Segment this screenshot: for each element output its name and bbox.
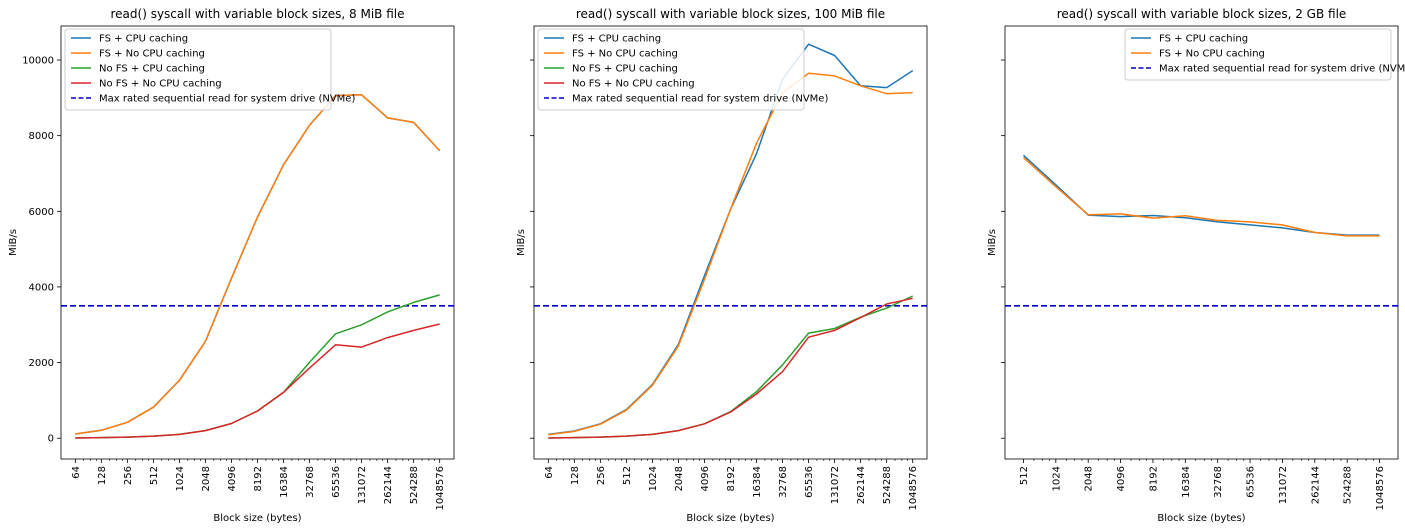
x-axis-label: Block size (bytes) [686,513,774,524]
y-tick-label: 8000 [29,131,54,142]
chart-title: read() syscall with variable block sizes… [111,7,405,21]
y-tick-label: 10000 [22,56,54,67]
y-axis-label: MiB/s [8,229,19,256]
legend-label: Max rated sequential read for system dri… [99,94,355,105]
series-line-1 [1022,154,1380,236]
legend-label: FS + CPU caching [99,34,188,45]
y-tick-label: 2000 [29,358,54,369]
x-tick-label: 256 [123,466,134,485]
legend-box [64,28,332,111]
x-tick-label: 131072 [830,466,841,504]
x-tick-label: 32768 [305,466,316,498]
legend-box [1124,28,1392,81]
x-tick-label: 32768 [1213,466,1224,498]
x-tick-label: 65536 [1246,466,1257,498]
x-tick-label: 8192 [726,466,737,491]
legend-label: No FS + No CPU caching [99,79,222,90]
x-tick-label: 65536 [331,466,342,498]
x-tick-label: 8192 [253,466,264,491]
x-tick-label: 65536 [804,466,815,498]
x-tick-label: 524288 [409,466,420,504]
legend: FS + CPU caching FS + No CPU caching No FS… [64,28,355,111]
legend-box [537,28,805,111]
x-tick-label: 64 [71,466,82,479]
legend-label: Max rated sequential read for system dri… [1159,64,1405,75]
chart-title: read() syscall with variable block sizes… [576,7,885,21]
x-tick-label: 4096 [227,466,238,491]
plot-frame [1004,25,1399,460]
series-line-3 [75,294,440,439]
x-tick-label: 4096 [700,466,711,491]
chart-title: read() syscall with variable block sizes… [1057,7,1347,21]
legend-label: FS + No CPU caching [99,49,205,60]
x-tick-label: 128 [570,466,581,485]
x-tick-label: 512 [149,466,160,485]
x-tick-label: 1048576 [908,466,919,511]
legend-label: No FS + CPU caching [572,64,678,75]
legend-label: Max rated sequential read for system dri… [572,94,828,105]
series-line-3 [548,295,914,439]
x-tick-label: 2048 [674,466,685,491]
x-tick-label: 524288 [882,466,893,504]
x-tick-label: 8192 [1148,466,1159,491]
legend: FS + CPU caching FS + No CPU caching No FS… [537,28,828,111]
series-line-4 [75,323,440,439]
x-tick-label: 2048 [201,466,212,491]
chart-panel-2: read() syscall with variable block sizes… [516,7,928,524]
legend-label: FS + No CPU caching [572,49,678,60]
x-tick-label: 32768 [778,466,789,498]
x-tick-label: 128 [97,466,108,485]
x-axis-label: Block size (bytes) [1157,513,1245,524]
x-tick-label: 1048576 [1375,466,1386,511]
y-axis-label: MiB/s [987,229,998,256]
x-tick-label: 262144 [856,466,867,504]
x-tick-label: 16384 [752,466,763,498]
x-tick-label: 1024 [648,466,659,491]
legend-label: FS + No CPU caching [1159,49,1265,60]
y-tick-label: 0 [48,434,54,445]
x-tick-label: 512 [622,466,633,485]
x-tick-label: 131072 [357,466,368,504]
x-tick-label: 256 [596,466,607,485]
series-line-2 [548,72,913,436]
chart-panel-1: read() syscall with variable block sizes… [8,7,455,524]
x-axis-label: Block size (bytes) [213,513,301,524]
legend-label: No FS + No CPU caching [572,79,695,90]
x-tick-label: 64 [544,466,555,479]
x-tick-label: 2048 [1084,466,1095,491]
y-tick-label: 6000 [29,207,54,218]
series-line-4 [548,297,913,439]
legend-label: FS + CPU caching [572,34,661,45]
x-tick-label: 512 [1019,466,1030,485]
legend-label: FS + CPU caching [1159,34,1248,45]
x-tick-label: 1024 [175,466,186,491]
x-tick-label: 16384 [279,466,290,498]
x-tick-label: 131072 [1278,466,1289,504]
legend: FS + CPU caching FS + No CPU caching Max r… [1124,28,1405,81]
x-tick-label: 524288 [1343,466,1354,504]
x-tick-label: 1048576 [435,466,446,511]
legend-label: No FS + CPU caching [99,64,205,75]
chart-panel-3: read() syscall with variable block sizes… [987,7,1405,524]
series-line-1 [75,94,441,435]
x-tick-label: 4096 [1116,466,1127,491]
series-line-2 [1022,157,1380,237]
x-tick-label: 262144 [383,466,394,504]
x-tick-label: 262144 [1310,466,1321,504]
x-tick-label: 1024 [1051,466,1062,491]
x-tick-label: 16384 [1181,466,1192,498]
series-line-2 [75,94,441,435]
y-tick-label: 4000 [29,282,54,293]
y-axis-label: MiB/s [516,229,527,256]
